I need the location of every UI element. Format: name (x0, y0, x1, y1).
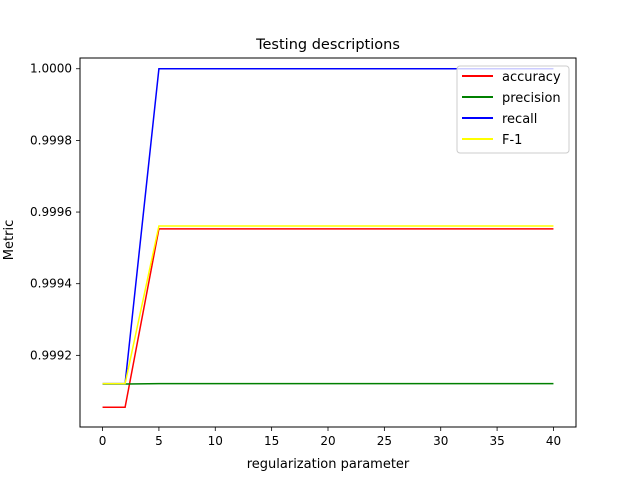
legend-label-accuracy: accuracy (502, 70, 561, 85)
x-tick-label: 10 (208, 434, 223, 448)
legend-label-precision: precision (502, 91, 561, 106)
y-tick-label: 0.9994 (30, 277, 72, 291)
legend-items: accuracy precision recall F-1 (462, 70, 561, 148)
x-tick-label: 20 (320, 434, 335, 448)
x-tick-label: 35 (489, 434, 504, 448)
x-tick-label: 40 (546, 434, 561, 448)
y-tick-label: 0.9996 (30, 205, 72, 219)
chart-title: Testing descriptions (255, 37, 400, 53)
x-axis-title: regularization parameter (247, 457, 410, 472)
y-axis-title: Metric (2, 220, 17, 260)
x-tick-label: 30 (433, 434, 448, 448)
legend-label-recall: recall (502, 112, 537, 127)
x-tick-label: 5 (155, 434, 163, 448)
x-tick-label: 15 (264, 434, 279, 448)
x-tick-label: 0 (99, 434, 107, 448)
series-line-accuracy (102, 228, 554, 409)
y-tick-label: 0.9992 (30, 348, 72, 362)
x-tick-label: 25 (377, 434, 392, 448)
y-tick-label: 1.0000 (30, 62, 72, 76)
series-layer (102, 68, 554, 409)
legend-label-f-1: F-1 (502, 133, 522, 148)
y-tick-label: 0.9998 (30, 133, 72, 147)
x-axis: 0 5 10 15 20 25 30 35 40 (99, 427, 561, 448)
series-line-f-1 (102, 225, 554, 385)
legend-box (456, 65, 570, 154)
legend: accuracy precision recall F-1 (456, 65, 570, 154)
y-axis: 0.9992 0.9994 0.9996 0.9998 1.0000 (30, 62, 80, 362)
